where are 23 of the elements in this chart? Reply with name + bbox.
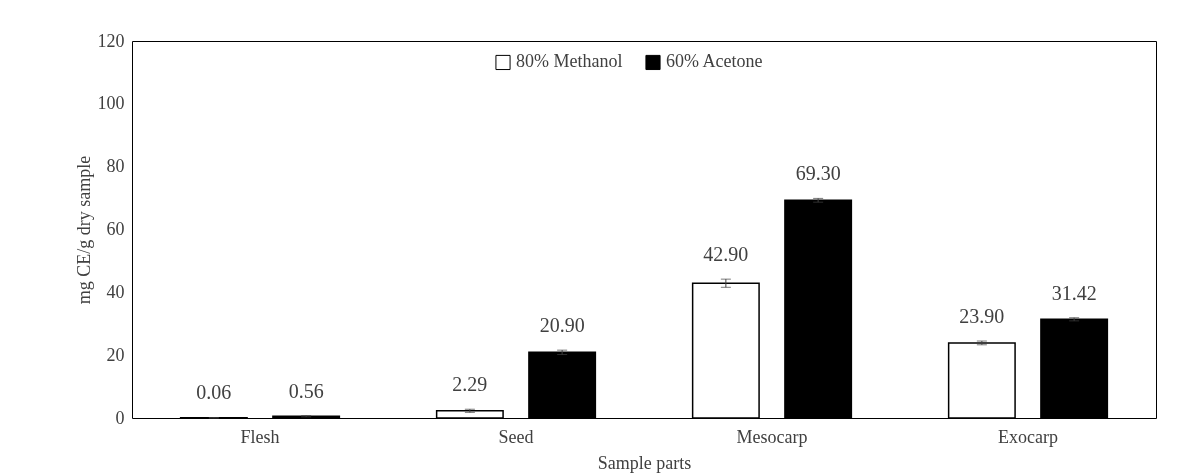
data-label: 0.56 [288,379,324,402]
y-tick-label: 20 [106,344,125,365]
y-tick-label: 100 [97,93,125,114]
data-label: 31.42 [1051,281,1097,304]
data-label: 23.90 [959,305,1005,328]
x-tick-label: Exocarp [998,426,1058,447]
legend-label: 60% Acetone [666,51,763,72]
x-axis-title: Sample parts [597,452,692,473]
x-tick-label: Seed [498,426,534,447]
y-tick-label: 60 [106,219,125,239]
data-label: 20.90 [539,314,585,337]
data-label: 0.06 [196,381,232,404]
y-tick-label: 120 [97,30,125,51]
y-axis-title: mg CE/g dry sample [73,155,94,305]
x-tick-label: Flesh [240,426,280,447]
data-label: 69.30 [795,162,841,185]
y-tick-label: 0 [115,407,125,428]
data-label: 42.90 [703,243,749,266]
y-tick-label: 40 [106,281,125,302]
legend-label: 80% Methanol [516,51,623,72]
x-tick-label: Mesocarp [736,426,808,447]
y-tick-label: 80 [106,156,125,177]
data-label: 2.29 [452,373,488,396]
